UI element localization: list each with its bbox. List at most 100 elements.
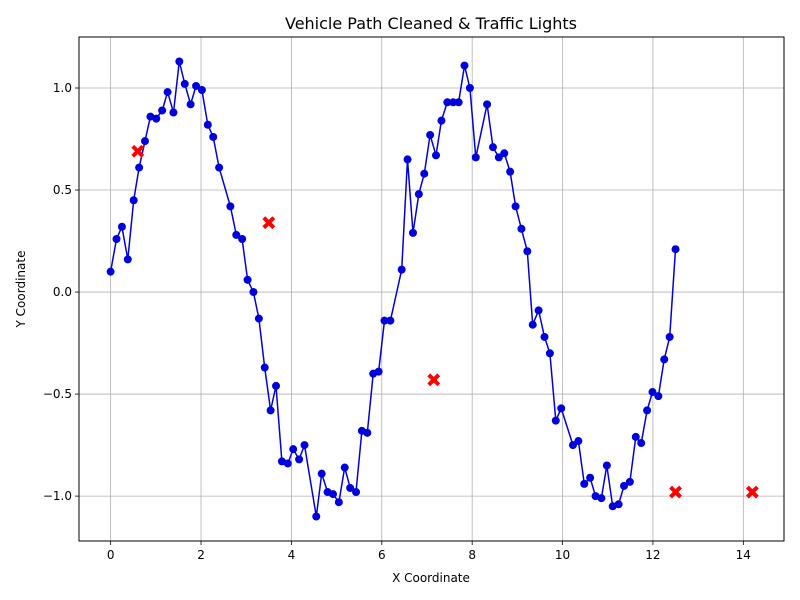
x-tick-label: 0 (107, 548, 115, 562)
traffic-light-marker (669, 485, 682, 499)
x-tick-label: 14 (736, 548, 751, 562)
path-point (169, 108, 178, 117)
path-point (175, 57, 184, 66)
path-point (551, 416, 560, 425)
path-point (203, 120, 212, 129)
x-tick-label: 8 (468, 548, 476, 562)
path-point (215, 163, 224, 172)
path-point (295, 455, 304, 464)
path-point (140, 137, 149, 146)
path-point (135, 163, 144, 172)
path-point (312, 512, 321, 521)
path-point (260, 363, 269, 372)
path-point (454, 98, 463, 107)
path-point (660, 355, 669, 364)
path-point (232, 230, 241, 239)
path-point (254, 314, 263, 323)
path-point (346, 483, 355, 492)
path-point (328, 490, 337, 499)
path-point (471, 153, 480, 162)
grid (79, 37, 784, 541)
path-point (106, 267, 115, 276)
path-point (494, 153, 503, 162)
path-point (408, 228, 417, 237)
path-point (465, 84, 474, 93)
path-point (506, 167, 515, 176)
vehicle-path-line (109, 61, 677, 517)
path-point (117, 222, 126, 231)
path-point (226, 202, 235, 211)
path-point (426, 130, 435, 139)
path-point (602, 461, 611, 470)
path-point (238, 235, 247, 244)
path-point (163, 88, 172, 97)
path-point (523, 247, 532, 256)
path-point (671, 245, 680, 254)
traffic-lights-series (131, 144, 759, 499)
path-point (158, 106, 167, 115)
x-tick-label: 10 (555, 548, 570, 562)
path-point (625, 477, 634, 486)
path-point (403, 155, 412, 164)
path-point (648, 388, 657, 397)
path-point (352, 488, 361, 497)
path-point (209, 132, 218, 141)
path-point (340, 463, 349, 472)
path-point (643, 406, 652, 415)
path-point (123, 255, 132, 264)
y-tick-label: 0.5 (53, 183, 72, 197)
path-point (283, 459, 292, 468)
y-axis-label: Y Coordinate (14, 251, 28, 329)
path-point (186, 100, 195, 109)
traffic-light-marker (131, 144, 145, 158)
path-point (300, 441, 309, 450)
path-point (557, 404, 566, 413)
path-point (243, 275, 252, 284)
path-point (289, 445, 298, 454)
path-point (483, 100, 492, 109)
path-point (597, 494, 606, 503)
traffic-light-marker (427, 373, 441, 387)
plot-frame (78, 36, 785, 542)
path-point (511, 202, 520, 211)
path-point (568, 441, 577, 450)
path-point (380, 316, 389, 325)
path-point (534, 306, 543, 315)
path-point (437, 116, 446, 125)
path-point (386, 316, 395, 325)
y-tick-label: 1.0 (53, 81, 72, 95)
path-point (397, 265, 406, 274)
traffic-light-marker (745, 485, 759, 499)
path-point (363, 428, 372, 437)
path-point (500, 149, 509, 158)
x-tick-label: 6 (378, 548, 386, 562)
path-point (488, 143, 497, 152)
path-point (432, 151, 441, 160)
path-point (460, 61, 469, 70)
path-point (197, 86, 206, 95)
y-axis-ticks: −1.0 −0.5 0.0 0.5 1.0 (43, 81, 79, 503)
path-point (374, 367, 383, 376)
x-tick-label: 4 (288, 548, 296, 562)
x-axis-label: X Coordinate (392, 571, 470, 585)
traffic-light-marker (262, 216, 276, 230)
path-point (631, 432, 640, 441)
path-point (272, 381, 281, 390)
path-point (152, 114, 161, 123)
path-point (574, 437, 583, 446)
path-point (586, 473, 595, 482)
vehicle-path-series (106, 57, 680, 521)
path-point (637, 439, 646, 448)
y-tick-label: −1.0 (43, 489, 72, 503)
x-axis-ticks: 0 2 4 6 8 10 12 14 (107, 541, 751, 562)
path-point (249, 288, 258, 297)
path-point (580, 479, 589, 488)
path-point (266, 406, 275, 415)
path-point (620, 481, 629, 490)
path-point (517, 224, 526, 233)
path-point (443, 98, 452, 107)
path-point (540, 332, 549, 341)
path-point (414, 190, 423, 199)
y-tick-label: 0.0 (53, 285, 72, 299)
